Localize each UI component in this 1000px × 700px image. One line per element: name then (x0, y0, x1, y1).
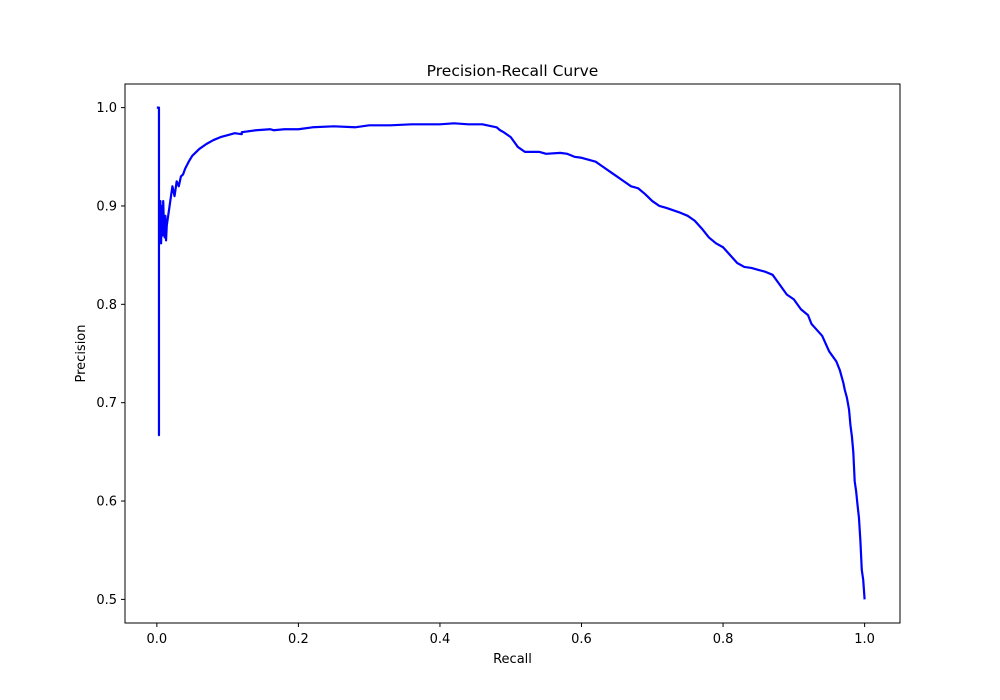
y-tick-label: 1.0 (96, 101, 117, 116)
y-tick-label: 0.5 (96, 593, 117, 608)
plot-frame (124, 83, 901, 624)
x-axis: 0.0 0.2 0.4 0.6 0.8 1.0 (147, 623, 875, 647)
y-tick-label: 0.7 (96, 396, 117, 411)
y-axis-label: Precision (74, 324, 89, 382)
plot-area (125, 84, 900, 623)
x-tick-label: 0.0 (147, 632, 168, 647)
x-tick-label: 0.4 (430, 632, 451, 647)
y-tick-label: 0.8 (96, 298, 117, 313)
x-tick-label: 0.8 (713, 632, 734, 647)
x-tick-label: 1.0 (854, 632, 875, 647)
chart-title: Precision-Recall Curve (427, 62, 599, 80)
precision-recall-line (156, 106, 866, 600)
y-axis: 0.5 0.6 0.7 0.8 0.9 1.0 (96, 101, 125, 608)
y-tick-label: 0.9 (96, 199, 117, 214)
y-tick-label: 0.6 (96, 495, 117, 510)
x-axis-label: Recall (493, 652, 532, 667)
x-tick-label: 0.2 (288, 632, 309, 647)
x-tick-label: 0.6 (571, 632, 592, 647)
